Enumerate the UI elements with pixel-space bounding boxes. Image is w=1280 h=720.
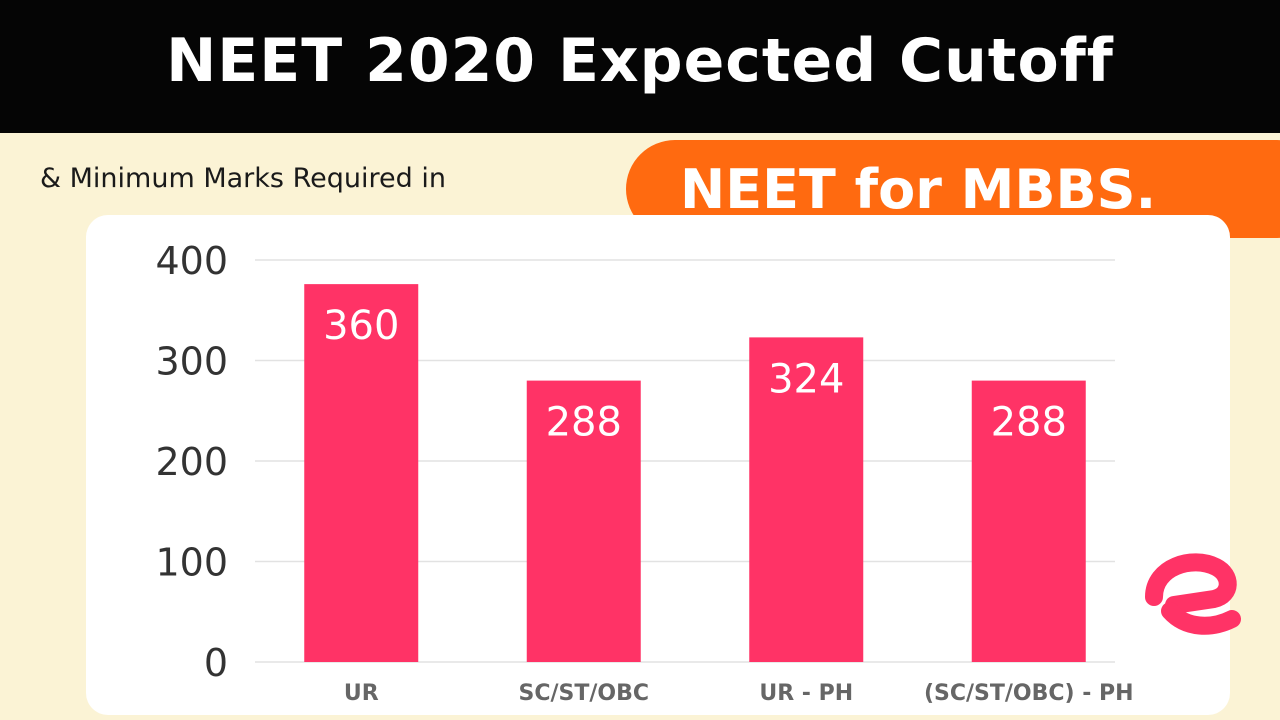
y-tick-label: 200 xyxy=(155,440,228,484)
bar xyxy=(526,380,641,662)
y-tick-label: 0 xyxy=(204,641,228,685)
bar xyxy=(971,380,1086,662)
bar xyxy=(749,337,864,662)
brand-e-logo-icon xyxy=(1145,553,1241,635)
x-tick-label: UR xyxy=(344,681,379,706)
highlight-text: NEET for MBBS. xyxy=(680,158,1157,221)
x-tick-label: SC/ST/OBC xyxy=(518,681,649,706)
title-banner xyxy=(0,0,1280,133)
y-tick-label: 300 xyxy=(155,340,228,384)
data-label: 288 xyxy=(546,400,622,446)
data-label: 324 xyxy=(768,356,844,402)
x-tick-label: UR - PH xyxy=(759,681,853,706)
y-tick-label: 400 xyxy=(155,239,228,283)
data-label: 360 xyxy=(323,303,399,349)
data-label: 288 xyxy=(991,400,1067,446)
page-title: NEET 2020 Expected Cutoff xyxy=(166,26,1114,96)
bar xyxy=(304,284,419,662)
x-tick-label: (SC/ST/OBC) - PH xyxy=(924,681,1134,706)
subtitle: & Minimum Marks Required in xyxy=(40,163,446,194)
y-tick-label: 100 xyxy=(155,541,228,585)
